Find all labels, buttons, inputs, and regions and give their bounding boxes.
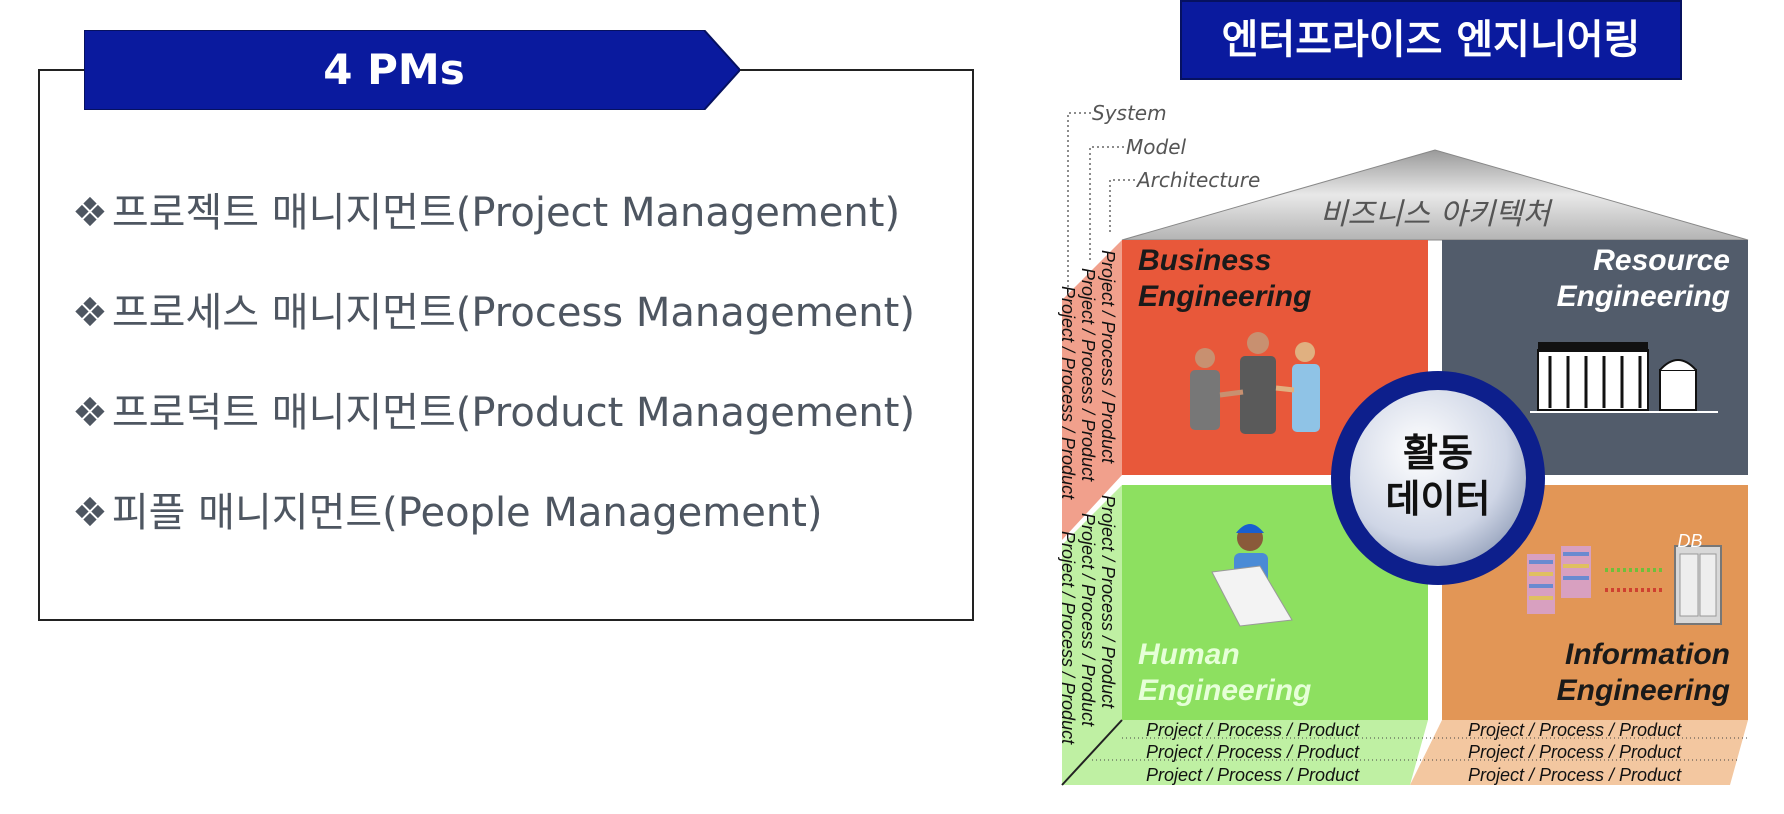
center-disc (1350, 390, 1526, 566)
ppp-info-bottom-1: Project / Process / Product (1468, 720, 1682, 740)
pm-item-text: 피플 매니지먼트(People Management) (111, 490, 823, 536)
information-bottom-face (1410, 720, 1748, 785)
ppp-human-side-2: Project / Process / Product (1078, 513, 1098, 727)
diamond-bullet-icon: ❖ (72, 390, 108, 436)
axis-lines (1061, 719, 1123, 786)
roof-shape (1121, 149, 1749, 241)
pm-item-process: ❖ 프로세스 매니지먼트(Process Management) (72, 280, 915, 338)
ppp-business-side-2: Project / Process / Product (1078, 268, 1098, 482)
human-side-face (1062, 485, 1122, 785)
ppp-human-bottom-1: Project / Process / Product (1146, 720, 1360, 740)
ppp-human-side-3: Project / Process / Product (1058, 531, 1078, 745)
pm-item-project: ❖ 프로젝트 매니지먼트(Project Management) (72, 180, 900, 238)
pm-item-text: 프로덕트 매니지먼트(Product Management) (111, 390, 916, 436)
center-label-line1: 활동 (1403, 431, 1473, 475)
resource-title-line1: Resource (1593, 244, 1730, 277)
ppp-business-side-3: Project / Process / Product (1058, 286, 1078, 500)
db-label: DB (1677, 531, 1702, 551)
business-side-face (1062, 240, 1122, 540)
database-icon (1527, 545, 1722, 625)
human-title-line2: Engineering (1138, 674, 1311, 707)
pm-item-people: ❖ 피플 매니지먼트(People Management) (72, 480, 823, 538)
ppp-human-bottom-2: Project / Process / Product (1146, 742, 1360, 762)
worker-with-plans-icon (1211, 524, 1293, 627)
enterprise-engineering-title: 엔터프라이즈 엔지니어링 (1180, 0, 1682, 80)
ppp-human-side-1: Project / Process / Product (1098, 495, 1118, 709)
diamond-bullet-icon: ❖ (72, 190, 108, 236)
human-bottom-face (1062, 720, 1428, 785)
guide-system: System (1092, 101, 1167, 125)
guide-architecture: Architecture (1135, 168, 1260, 192)
business-title-line2: Engineering (1138, 280, 1311, 313)
banner-shape (84, 30, 740, 110)
diamond-bullet-icon: ❖ (72, 290, 108, 336)
ppp-info-bottom-2: Project / Process / Product (1468, 742, 1682, 762)
pm-title-banner: 4 PMs (84, 30, 740, 110)
pm-item-text: 프로세스 매니지먼트(Process Management) (111, 290, 915, 336)
ppp-human-bottom-3: Project / Process / Product (1146, 765, 1360, 785)
guide-model: Model (1126, 135, 1186, 159)
information-title-line2: Engineering (1557, 674, 1730, 707)
pm-panel (38, 69, 974, 621)
pm-title: 4 PMs (323, 45, 465, 94)
pm-item-product: ❖ 프로덕트 매니지먼트(Product Management) (72, 380, 915, 438)
information-title-line1: Information (1565, 638, 1730, 671)
people-handshake-icon (1190, 332, 1320, 434)
pm-item-text: 프로젝트 매니지먼트(Project Management) (111, 190, 901, 236)
human-title-line1: Human (1138, 638, 1240, 671)
building-icon (1530, 342, 1718, 413)
diamond-bullet-icon: ❖ (72, 490, 108, 536)
resource-title-line2: Engineering (1557, 280, 1730, 313)
roof-label: 비즈니스 아키텍처 (1320, 197, 1554, 232)
business-title-line1: Business (1138, 244, 1271, 277)
center-label-line2: 데이터 (1386, 477, 1491, 521)
guide-lines (1067, 112, 1135, 300)
ppp-info-bottom-3: Project / Process / Product (1468, 765, 1682, 785)
bottom-guide-lines (1092, 737, 1748, 761)
ppp-business-side-1: Project / Process / Product (1098, 250, 1118, 464)
